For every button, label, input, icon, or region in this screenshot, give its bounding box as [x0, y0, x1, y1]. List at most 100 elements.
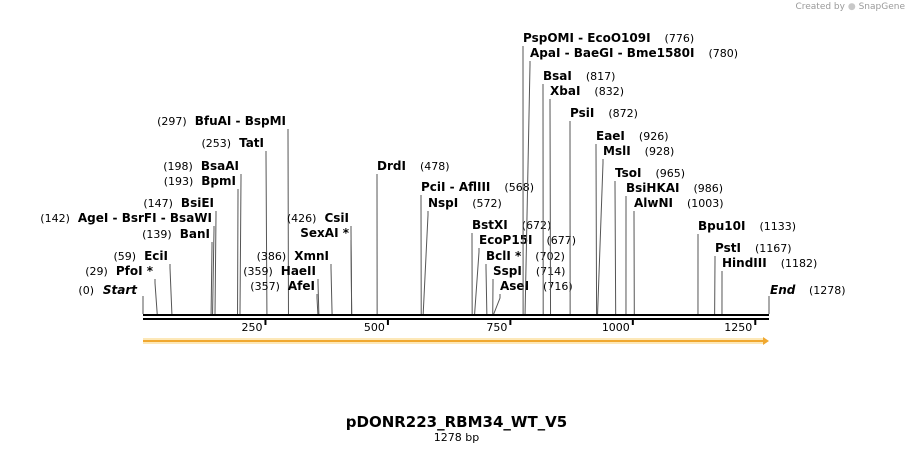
scale-tick-label: 250 [241, 321, 262, 334]
site-name: AfeI [288, 279, 315, 293]
site-position: (776) [665, 32, 695, 45]
site-position: (672) [522, 219, 552, 232]
site-position: (780) [708, 47, 738, 60]
site-position: (1003) [687, 197, 724, 210]
site-position: (986) [694, 182, 724, 195]
site-name: PfoI * [116, 264, 154, 278]
site-connector-line [239, 174, 242, 315]
scale-tick-label: 1250 [724, 321, 752, 334]
site-connector-line [330, 264, 333, 315]
restriction-site: HindIII (1182) [721, 256, 817, 315]
restriction-site: TatI (253) [201, 136, 268, 315]
credit-brand: SnapGene [858, 2, 905, 12]
sequence-backbone [143, 314, 769, 345]
restriction-site: EcoP15I (677) [474, 233, 577, 315]
restriction-site: Bpu10I (1133) [697, 219, 796, 315]
site-position: (716) [543, 280, 573, 293]
site-name: PsiI [570, 106, 594, 120]
site-connector-line [214, 211, 217, 315]
site-name: BsiHKAI [626, 181, 680, 195]
restriction-site: BsaI (817) [542, 69, 616, 315]
site-connector-line [210, 242, 213, 315]
site-connector-line [422, 211, 429, 315]
site-name: BsiEI [181, 196, 214, 210]
site-name: XbaI [550, 84, 580, 98]
site-name: HindIII [722, 256, 767, 270]
restriction-site: CsiI (426) [287, 211, 353, 315]
restriction-site: ApaI - BaeGI - Bme1580I (780) [524, 46, 738, 315]
site-name: NspI [428, 196, 458, 210]
restriction-site: AgeI - BsrFI - BsaWI (142) [40, 211, 215, 315]
site-connector-line [595, 144, 598, 315]
site-position: (872) [608, 107, 638, 120]
site-position: (297) [157, 115, 187, 128]
site-position: (478) [420, 160, 450, 173]
site-position: (253) [201, 137, 231, 150]
site-name: MslI [603, 144, 631, 158]
backbone-bottom-line [143, 318, 769, 320]
start-position: (0) [78, 284, 94, 297]
site-name: XmnI [294, 249, 329, 263]
site-name: AseI [500, 279, 529, 293]
plasmid-name: pDONR223_RBM34_WT_V5 [345, 413, 568, 431]
site-connector-line [614, 181, 617, 315]
site-name: EciI [144, 249, 168, 263]
restriction-site: BsiHKAI (986) [625, 181, 724, 315]
restriction-site: DrdI (478) [376, 159, 450, 315]
site-name: BfuAI - BspMI [195, 114, 286, 128]
site-position: (29) [85, 265, 108, 278]
site-name: AlwNI [634, 196, 673, 210]
site-connector-line [524, 61, 531, 315]
site-name: EcoP15I [479, 233, 533, 247]
site-position: (1133) [759, 220, 796, 233]
restriction-site: BstXI (672) [471, 218, 552, 315]
site-connector-line [154, 279, 158, 315]
site-connector-line [474, 248, 480, 315]
restriction-site: AfeI (357) [250, 279, 319, 315]
site-name: BpmI [201, 174, 236, 188]
restriction-site: MslI (928) [597, 144, 674, 315]
restriction-site: EciI (59) [114, 249, 173, 315]
site-name: AgeI - BsrFI - BsaWI [78, 211, 212, 225]
site-name: EaeI [596, 129, 625, 143]
site-position: (386) [257, 250, 287, 263]
scale-tick-label: 500 [364, 321, 385, 334]
site-position: (1167) [755, 242, 792, 255]
site-position: (572) [472, 197, 502, 210]
site-connector-line [549, 99, 552, 315]
site-position: (139) [142, 228, 172, 241]
site-connector-line [265, 151, 268, 315]
site-name: CsiI [324, 211, 349, 225]
restriction-site: XbaI (832) [549, 84, 624, 315]
site-name: DrdI [377, 159, 406, 173]
backbone-top-line [143, 314, 769, 316]
site-position: (568) [504, 181, 534, 194]
site-position: (142) [40, 212, 70, 225]
site-connector-line [169, 264, 173, 315]
site-connector-line [350, 226, 353, 315]
restriction-site: HaeII (359) [243, 264, 320, 315]
start-label: Start [103, 283, 138, 297]
site-position: (59) [114, 250, 137, 263]
site-name: PspOMI - EcoO109I [523, 31, 651, 45]
site-name: BsaI [543, 69, 572, 83]
restriction-site: BsiEI (147) [143, 196, 217, 315]
site-name: SspI [493, 264, 522, 278]
site-position: (677) [547, 234, 577, 247]
site-name: BanI [180, 227, 210, 241]
site-position: (965) [655, 167, 685, 180]
restriction-site: AseI (716) [493, 279, 573, 315]
restriction-site: EaeI (926) [595, 129, 669, 315]
site-position: (817) [586, 70, 616, 83]
site-position: (357) [250, 280, 280, 293]
site-position: (832) [594, 85, 624, 98]
restriction-sites: PfoI *(29)EciI(59)BanI(139)AgeI - BsrFI … [40, 31, 846, 315]
scale-ticks: 250 500 750 1000 1250 [241, 320, 757, 334]
restriction-site: PciI - AflIII (568) [420, 180, 534, 315]
site-name: PciI - AflIII [421, 180, 490, 194]
restriction-site: XmnI (386) [257, 249, 333, 315]
feature-arrow-body [143, 340, 765, 342]
site-name: TsoI [615, 166, 641, 180]
site-name: ApaI - BaeGI - Bme1580I [530, 46, 694, 60]
